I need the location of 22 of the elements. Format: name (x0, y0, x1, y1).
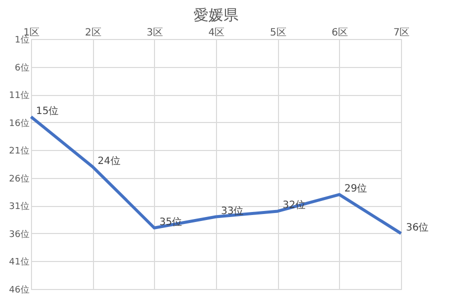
y-tick-label: 36位 (9, 228, 30, 240)
x-tick-label: 4区 (208, 28, 225, 38)
x-tick-label: 6区 (332, 28, 348, 38)
y-tick-label: 31位 (9, 201, 30, 212)
y-tick-label: 21位 (9, 146, 30, 157)
line-series (30, 115, 402, 235)
data-label: 36位 (406, 221, 429, 234)
x-tick-label: 3区 (146, 28, 164, 38)
chart-title: 愛媛県 (194, 6, 238, 24)
data-label: 15位 (36, 104, 59, 117)
y-tick-label: 16位 (9, 118, 30, 129)
data-label: 29位 (344, 182, 368, 195)
y-tick-label: 6位 (14, 62, 30, 74)
y-tick-label: 46位 (9, 284, 30, 296)
y-tick-label: 1位 (14, 34, 30, 46)
x-tick-label: 7区 (393, 28, 410, 38)
x-tick-label: 2区 (84, 28, 102, 38)
data-label: 24位 (98, 154, 120, 167)
y-tick-label: 41位 (9, 256, 30, 268)
x-tick-label: 5区 (270, 28, 286, 38)
y-tick-label: 26位 (9, 173, 30, 184)
y-tick-label: 11位 (9, 90, 30, 102)
